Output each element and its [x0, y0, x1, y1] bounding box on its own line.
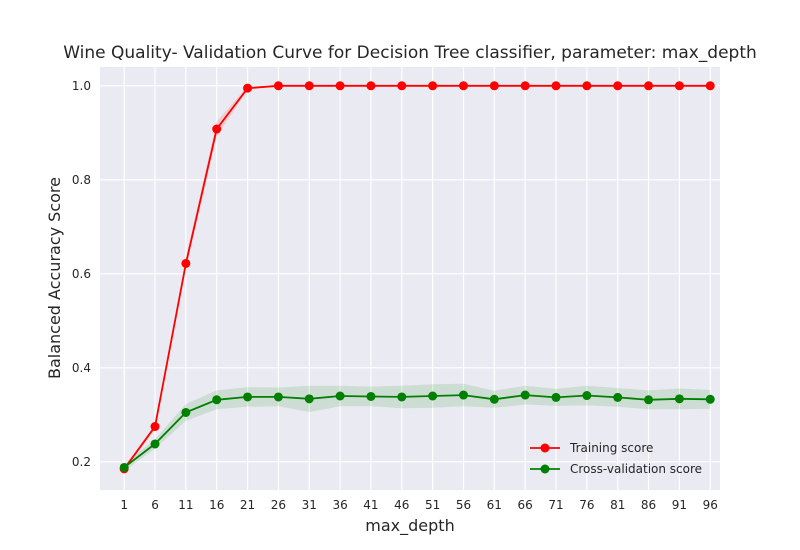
series-points — [119, 81, 715, 474]
x-tick-label: 11 — [178, 498, 193, 512]
legend-marker — [540, 443, 550, 453]
y-tick-label: 0.4 — [72, 361, 91, 375]
data-point-series-0 — [335, 81, 345, 91]
x-tick-label: 76 — [579, 498, 594, 512]
data-point-series-0 — [551, 81, 561, 91]
data-point-series-1 — [428, 391, 438, 401]
x-tick-label: 91 — [672, 498, 687, 512]
legend-label: Cross-validation score — [570, 462, 702, 476]
x-tick-label: 16 — [209, 498, 224, 512]
x-tick-label: 71 — [548, 498, 563, 512]
data-point-series-0 — [366, 81, 376, 91]
data-point-series-1 — [520, 390, 530, 400]
data-point-series-1 — [674, 394, 684, 404]
data-point-series-1 — [582, 391, 592, 401]
x-tick-label: 66 — [518, 498, 533, 512]
data-point-series-0 — [582, 81, 592, 91]
x-tick-label: 56 — [456, 498, 471, 512]
data-point-series-1 — [366, 391, 376, 401]
x-tick-label: 1 — [120, 498, 128, 512]
data-point-series-0 — [520, 81, 530, 91]
data-point-series-1 — [119, 462, 129, 472]
data-point-series-1 — [551, 392, 561, 402]
x-tick-label: 96 — [703, 498, 718, 512]
y-tick-labels: 0.2 0.4 0.6 0.8 1.0 — [72, 79, 91, 469]
data-point-series-0 — [181, 258, 191, 268]
x-tick-label: 6 — [151, 498, 159, 512]
y-tick-label: 0.2 — [72, 455, 91, 469]
data-point-series-1 — [705, 394, 715, 404]
x-tick-labels: 1 6 11 16 21 26 31 36 41 46 51 56 61 66 71 76 81 86 91 96 — [120, 498, 718, 512]
data-point-series-1 — [335, 391, 345, 401]
data-point-series-0 — [674, 81, 684, 91]
data-point-series-0 — [273, 81, 283, 91]
plot-background — [100, 67, 720, 490]
data-point-series-1 — [458, 390, 468, 400]
x-tick-label: 46 — [394, 498, 409, 512]
x-tick-label: 86 — [641, 498, 656, 512]
std-band-series-1 — [124, 383, 711, 472]
data-point-series-0 — [397, 81, 407, 91]
x-tick-label: 36 — [332, 498, 347, 512]
series-line-0 — [123, 84, 711, 470]
x-tick-label: 61 — [487, 498, 502, 512]
data-point-series-1 — [613, 392, 623, 402]
data-point-series-0 — [458, 81, 468, 91]
data-point-series-0 — [613, 81, 623, 91]
data-point-series-0 — [705, 81, 715, 91]
data-point-series-1 — [304, 394, 314, 404]
x-tick-label: 81 — [610, 498, 625, 512]
data-point-series-1 — [644, 395, 654, 405]
data-point-series-0 — [304, 81, 314, 91]
data-point-series-0 — [150, 422, 160, 432]
data-point-series-1 — [397, 392, 407, 402]
x-axis-label: max_depth — [365, 516, 454, 536]
y-axis-label: Balanced Accuracy Score — [45, 177, 64, 379]
legend-marker — [540, 464, 550, 474]
data-point-series-0 — [212, 124, 222, 134]
data-point-series-0 — [644, 81, 654, 91]
x-tick-label: 21 — [240, 498, 255, 512]
data-point-series-1 — [181, 407, 191, 417]
chart-title: Wine Quality- Validation Curve for Decis… — [63, 43, 757, 63]
legend-label: Training score — [569, 441, 653, 455]
y-tick-label: 0.6 — [72, 267, 91, 281]
data-point-series-1 — [150, 439, 160, 449]
data-point-series-0 — [489, 81, 499, 91]
series-lines — [123, 84, 711, 470]
data-point-series-1 — [243, 392, 253, 402]
series-line-1 — [123, 394, 711, 469]
data-point-series-0 — [243, 83, 253, 93]
data-point-series-1 — [273, 392, 283, 402]
x-tick-label: 26 — [271, 498, 286, 512]
data-point-series-1 — [489, 394, 499, 404]
x-tick-label: 41 — [363, 498, 378, 512]
data-point-series-0 — [428, 81, 438, 91]
data-point-series-1 — [212, 395, 222, 405]
y-tick-label: 1.0 — [72, 79, 91, 93]
x-tick-label: 31 — [302, 498, 317, 512]
x-tick-label: 51 — [425, 498, 440, 512]
y-tick-label: 0.8 — [72, 173, 91, 187]
legend: Training score Cross-validation score — [530, 441, 702, 476]
std-bands — [124, 85, 711, 472]
